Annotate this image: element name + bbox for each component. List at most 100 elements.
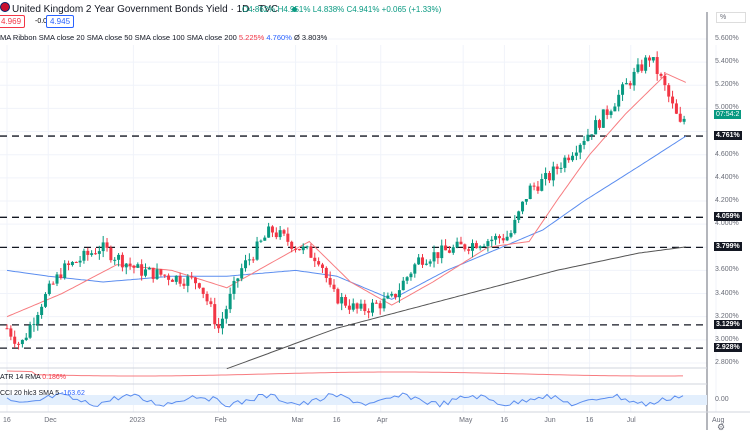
- candle-body: [517, 211, 521, 220]
- cci-band: [0, 395, 707, 405]
- buy-button[interactable]: 4.945: [46, 15, 75, 28]
- candle-body: [682, 118, 686, 122]
- price-tick: 5.200%: [715, 81, 739, 89]
- candle-body: [663, 75, 667, 86]
- candle-body: [532, 185, 536, 187]
- candle-body: [201, 287, 205, 294]
- level-tag: 3.799%: [714, 242, 742, 252]
- sell-button[interactable]: 4.969: [0, 15, 26, 28]
- candle-body: [90, 253, 94, 255]
- time-tick: Dec: [44, 417, 57, 424]
- candle-body: [236, 278, 240, 281]
- price-tick: 3.200%: [715, 312, 739, 320]
- candle-body: [86, 250, 90, 255]
- percent-scale-toggle[interactable]: %: [716, 12, 746, 23]
- candle-body: [397, 290, 401, 298]
- candle-body: [220, 318, 224, 329]
- spread: -0.024: [35, 18, 55, 25]
- candle-body: [67, 263, 71, 266]
- candle-body: [278, 230, 282, 238]
- candle-body: [297, 248, 301, 251]
- candle-body: [459, 241, 463, 245]
- candle-body: [509, 233, 513, 237]
- candle-body: [436, 252, 440, 259]
- candle-body: [451, 247, 455, 253]
- time-tick: Mar: [291, 417, 304, 424]
- candle-body: [147, 267, 151, 270]
- candle-body: [659, 73, 663, 76]
- price-tick: 2.800%: [715, 358, 739, 366]
- candle-body: [505, 236, 509, 241]
- candle-body: [344, 297, 348, 306]
- settings-gear-icon[interactable]: ⚙: [717, 422, 726, 432]
- candle-body: [43, 294, 47, 307]
- candle-body: [309, 246, 313, 258]
- candle-body: [47, 283, 51, 295]
- candle-body: [467, 249, 471, 251]
- candle-body: [143, 269, 147, 276]
- candle-body: [28, 325, 32, 338]
- candle-body: [428, 261, 432, 264]
- candle-body: [624, 83, 628, 85]
- market-status-dot: [292, 7, 298, 12]
- candle-body: [336, 289, 340, 304]
- candle-body: [159, 269, 163, 275]
- candle-body: [213, 304, 217, 325]
- candle-body: [105, 242, 109, 248]
- candle-body: [320, 264, 324, 268]
- candle-body: [101, 242, 105, 252]
- candle-body: [182, 283, 186, 286]
- candle-body: [374, 302, 378, 304]
- price-tick: 4.200%: [715, 196, 739, 204]
- candle-body: [217, 324, 221, 329]
- ma-ribbon-legend[interactable]: MA Ribbon SMA close 20 SMA close 50 SMA …: [0, 33, 328, 42]
- candle-body: [474, 243, 478, 249]
- price-tick: 3.000%: [715, 335, 739, 343]
- candle-body: [405, 277, 409, 281]
- candle-body: [259, 240, 263, 242]
- candle-body: [617, 94, 621, 107]
- candle-body: [228, 293, 232, 310]
- candle-body: [363, 303, 367, 312]
- candle-body: [124, 263, 128, 268]
- time-tick: 16: [500, 417, 509, 424]
- atr-legend[interactable]: ATR 14 RMA 0.186%: [0, 374, 67, 381]
- candle-body: [170, 279, 174, 282]
- candle-body: [424, 263, 428, 265]
- candle-body: [263, 237, 267, 241]
- price-tick: 4.600%: [715, 150, 739, 158]
- candle-body: [267, 226, 271, 238]
- candle-body: [163, 274, 167, 276]
- candle-body: [497, 236, 501, 239]
- candle-body: [444, 245, 448, 251]
- candle-body: [274, 232, 278, 238]
- candle-body: [536, 186, 540, 191]
- candle-body: [174, 275, 178, 282]
- candle-body: [594, 120, 598, 135]
- time-tick: 16: [3, 417, 11, 424]
- candle-body: [571, 155, 575, 161]
- candle-body: [567, 157, 571, 161]
- candle-body: [5, 328, 9, 330]
- cci-legend[interactable]: CCI 20 hlc3 SMA 5 -163.62: [0, 390, 85, 397]
- atr-line: [6, 370, 684, 377]
- price-tick: 3.400%: [715, 289, 739, 297]
- candle-body: [17, 343, 21, 345]
- candle-body: [313, 257, 317, 262]
- candle-body: [582, 140, 586, 145]
- candle-body: [224, 309, 228, 319]
- candle-body: [578, 144, 582, 153]
- candle-body: [586, 134, 590, 141]
- candle-body: [490, 239, 494, 242]
- candle-body: [240, 268, 244, 279]
- chart-title: United Kingdom 2 Year Government Bonds Y…: [0, 2, 298, 15]
- candle-body: [340, 297, 344, 304]
- candle-body: [501, 238, 505, 241]
- candle-body: [305, 246, 309, 248]
- candle-body: [251, 259, 255, 261]
- candle-body: [351, 303, 355, 310]
- candle-body: [55, 274, 59, 284]
- candle-body: [609, 111, 613, 115]
- candle-body: [647, 57, 651, 61]
